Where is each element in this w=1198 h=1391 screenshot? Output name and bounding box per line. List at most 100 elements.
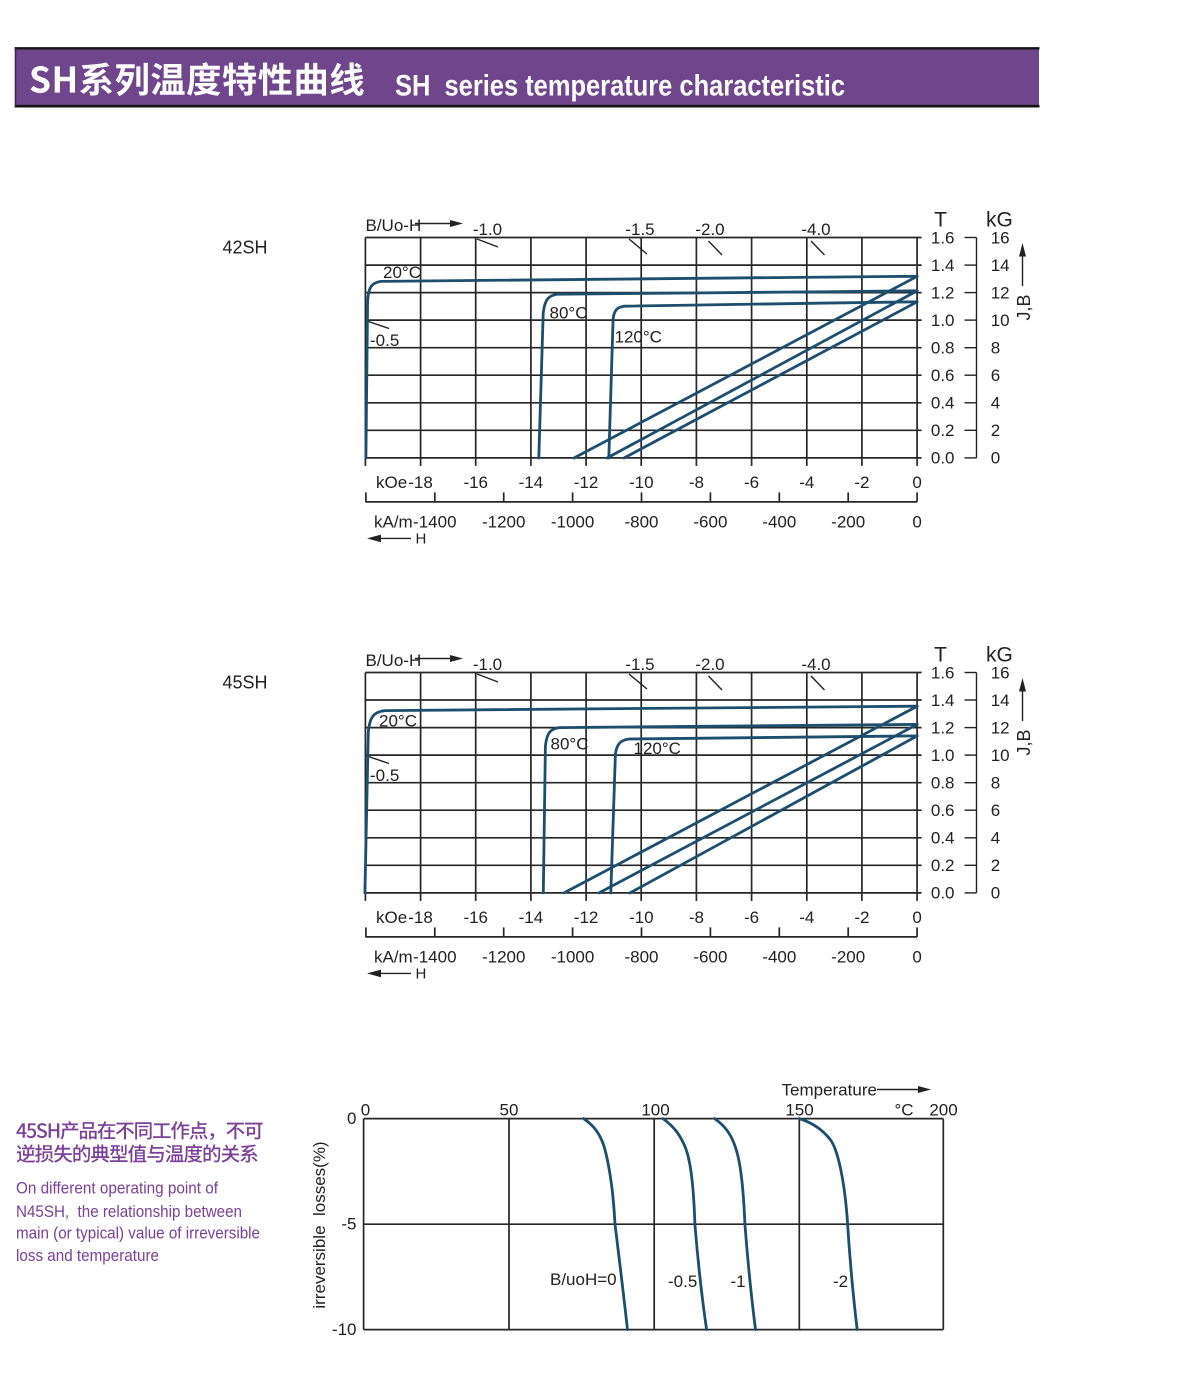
svg-text:50: 50 <box>500 1101 519 1120</box>
svg-text:-12: -12 <box>574 473 599 492</box>
svg-text:80°C: 80°C <box>550 304 588 323</box>
svg-text:6: 6 <box>991 801 1000 820</box>
svg-text:0.2: 0.2 <box>931 421 955 440</box>
svg-text:B/uoH=0: B/uoH=0 <box>550 1270 617 1289</box>
svg-text:0: 0 <box>991 884 1000 903</box>
svg-text:kA/m: kA/m <box>374 512 413 531</box>
svg-text:0: 0 <box>912 512 921 531</box>
svg-text:Temperature: Temperature <box>782 1081 877 1100</box>
svg-text:-2: -2 <box>833 1272 848 1291</box>
svg-text:12: 12 <box>991 718 1010 737</box>
svg-text:4: 4 <box>991 829 1000 848</box>
svg-text:8: 8 <box>991 339 1000 358</box>
svg-text:8: 8 <box>991 774 1000 793</box>
svg-text:2: 2 <box>991 856 1000 875</box>
svg-text:kG: kG <box>986 644 1013 667</box>
svg-text:-8: -8 <box>689 473 704 492</box>
svg-text:-1000: -1000 <box>551 512 594 531</box>
svg-text:120°C: 120°C <box>634 739 681 758</box>
svg-text:-4: -4 <box>799 473 814 492</box>
svg-text:-1400: -1400 <box>413 512 456 531</box>
svg-text:-10: -10 <box>629 473 654 492</box>
svg-text:main (or typical) value of irr: main (or typical) value of irreversible <box>16 1225 260 1243</box>
svg-text:kA/m: kA/m <box>374 947 413 966</box>
svg-text:100: 100 <box>641 1101 669 1120</box>
svg-text:B/Uo-H: B/Uo-H <box>366 216 422 235</box>
svg-text:-16: -16 <box>463 908 488 927</box>
svg-text:0.2: 0.2 <box>931 856 955 875</box>
svg-text:-0.5: -0.5 <box>370 331 399 350</box>
svg-text:0: 0 <box>912 473 921 492</box>
svg-text:0.4: 0.4 <box>931 394 955 413</box>
svg-text:-1: -1 <box>731 1272 746 1291</box>
svg-text:-1200: -1200 <box>482 512 525 531</box>
svg-text:-18: -18 <box>408 908 433 927</box>
svg-text:-1000: -1000 <box>551 947 594 966</box>
svg-text:1.0: 1.0 <box>931 746 955 765</box>
svg-text:-400: -400 <box>762 947 796 966</box>
svg-text:42SH: 42SH <box>223 238 268 258</box>
svg-text:-14: -14 <box>519 908 544 927</box>
svg-text:On different operating point o: On different operating point of <box>16 1180 218 1198</box>
svg-text:-10: -10 <box>332 1320 357 1339</box>
svg-text:-2: -2 <box>854 473 869 492</box>
svg-text:0.4: 0.4 <box>931 829 955 848</box>
svg-text:80°C: 80°C <box>551 735 589 754</box>
svg-text:-200: -200 <box>831 512 865 531</box>
svg-text:6: 6 <box>991 366 1000 385</box>
svg-text:0.6: 0.6 <box>931 801 955 820</box>
svg-text:-600: -600 <box>693 512 727 531</box>
svg-text:1.2: 1.2 <box>931 718 955 737</box>
svg-text:0.8: 0.8 <box>931 774 955 793</box>
svg-text:-400: -400 <box>762 512 796 531</box>
svg-text:0: 0 <box>991 449 1000 468</box>
svg-text:14: 14 <box>991 256 1010 275</box>
svg-text:-18: -18 <box>408 473 433 492</box>
svg-text:-10: -10 <box>629 908 654 927</box>
svg-text:SH series temperature charact: SH series temperature characteristic <box>395 70 845 103</box>
svg-text:0.6: 0.6 <box>931 366 955 385</box>
svg-text:-0.5: -0.5 <box>370 766 399 785</box>
svg-text:T: T <box>934 644 947 667</box>
svg-text:45SH: 45SH <box>223 673 268 693</box>
svg-text:-1.5: -1.5 <box>625 220 654 239</box>
svg-text:-1400: -1400 <box>413 947 456 966</box>
svg-text:J,B: J,B <box>1014 729 1034 755</box>
svg-text:14: 14 <box>991 691 1010 710</box>
svg-text:J,B: J,B <box>1014 294 1034 320</box>
svg-text:2: 2 <box>991 421 1000 440</box>
svg-text:1.0: 1.0 <box>931 311 955 330</box>
svg-text:0: 0 <box>912 908 921 927</box>
svg-text:0: 0 <box>347 1109 356 1128</box>
svg-text:-1.0: -1.0 <box>473 220 502 239</box>
svg-text:kOe: kOe <box>376 473 407 492</box>
svg-text:°C: °C <box>894 1101 913 1120</box>
svg-text:-2: -2 <box>854 908 869 927</box>
svg-text:12: 12 <box>991 283 1010 302</box>
svg-text:10: 10 <box>991 311 1010 330</box>
svg-text:-6: -6 <box>744 473 759 492</box>
svg-text:10: 10 <box>991 746 1010 765</box>
svg-text:200: 200 <box>929 1101 957 1120</box>
svg-text:1.6: 1.6 <box>931 663 955 682</box>
svg-text:irreversible losses(%): irreversible losses(%) <box>310 1141 329 1308</box>
svg-text:-1.0: -1.0 <box>473 655 502 674</box>
svg-text:kOe: kOe <box>376 908 407 927</box>
svg-text:loss and temperature: loss and temperature <box>16 1247 159 1265</box>
svg-text:4: 4 <box>991 394 1000 413</box>
svg-text:-800: -800 <box>624 947 658 966</box>
svg-text:-8: -8 <box>689 908 704 927</box>
svg-text:0: 0 <box>912 947 921 966</box>
svg-text:H: H <box>416 965 427 982</box>
svg-text:0.0: 0.0 <box>931 449 955 468</box>
svg-text:-4.0: -4.0 <box>801 220 830 239</box>
svg-text:16: 16 <box>991 228 1010 247</box>
svg-text:-4.0: -4.0 <box>801 655 830 674</box>
svg-text:-800: -800 <box>624 512 658 531</box>
svg-text:-5: -5 <box>341 1215 356 1234</box>
svg-text:-1.5: -1.5 <box>625 655 654 674</box>
svg-text:1.4: 1.4 <box>931 691 955 710</box>
svg-text:kG: kG <box>986 209 1013 232</box>
svg-text:20°C: 20°C <box>383 263 421 282</box>
svg-text:-14: -14 <box>519 473 544 492</box>
